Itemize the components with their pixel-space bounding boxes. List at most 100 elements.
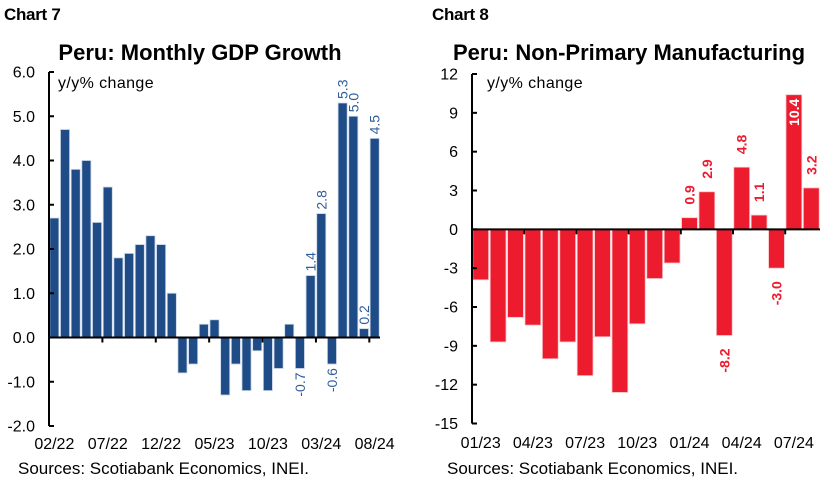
bar xyxy=(262,337,273,391)
bar xyxy=(284,323,295,338)
bar xyxy=(60,129,70,338)
x-tick-label: 07/22 xyxy=(88,436,128,453)
bar xyxy=(611,228,629,393)
bar xyxy=(802,187,820,230)
bar xyxy=(472,228,489,281)
data-label: 1.4 xyxy=(303,252,319,272)
bar xyxy=(92,222,102,338)
bar xyxy=(166,292,177,338)
bar xyxy=(49,217,60,338)
bar xyxy=(124,253,135,338)
data-label: 0.9 xyxy=(682,185,698,205)
bar xyxy=(252,337,263,352)
y-tick-label: -9 xyxy=(444,338,458,355)
y-tick-label: 0 xyxy=(449,222,458,239)
data-label: 4.8 xyxy=(734,135,750,155)
source-note: Sources: Scotiabank Economics, INEI. xyxy=(18,459,310,478)
bar xyxy=(230,337,241,365)
bar xyxy=(524,228,542,326)
y-tick-label: -12 xyxy=(435,377,458,394)
bar xyxy=(156,244,167,338)
data-label: 10.4 xyxy=(786,98,802,125)
bar xyxy=(316,213,327,338)
data-label: -3.0 xyxy=(769,281,785,305)
data-label: 5.3 xyxy=(335,79,351,99)
x-tick-label: 01/24 xyxy=(669,435,709,452)
bar xyxy=(594,228,611,338)
bar xyxy=(715,228,733,336)
bar xyxy=(681,217,698,230)
y-tick-label: 6.0 xyxy=(13,65,35,82)
source-note: Sources: Scotiabank Economics, INEI. xyxy=(447,459,739,478)
bar xyxy=(209,319,220,338)
bar xyxy=(507,228,524,318)
bar xyxy=(628,228,646,325)
x-tick-label: 04/24 xyxy=(722,435,762,452)
bar xyxy=(188,337,199,365)
data-label: 3.2 xyxy=(803,155,819,175)
x-tick-label: 04/23 xyxy=(513,435,553,452)
x-tick-label: 08/24 xyxy=(355,436,395,453)
data-label: 4.5 xyxy=(367,115,383,135)
bar xyxy=(145,235,156,338)
bar xyxy=(273,337,284,369)
bar xyxy=(327,337,337,365)
bar xyxy=(70,168,81,338)
data-label: 0.2 xyxy=(356,305,372,325)
bar xyxy=(576,228,594,377)
chart-number-label: Chart 8 xyxy=(432,5,489,24)
y-tick-label: 0.0 xyxy=(13,330,35,347)
data-label: 5.0 xyxy=(345,93,361,113)
y-tick-label: -2.0 xyxy=(7,419,35,436)
bar xyxy=(134,244,145,338)
chart-title: Peru: Non-Primary Manufacturing xyxy=(452,40,806,65)
x-tick-label: 07/23 xyxy=(565,435,605,452)
chart-7-panel: Chart 7 Peru: Monthly GDP Growth 6.0 5.0 4… xyxy=(4,5,395,478)
y-tick-label: 3 xyxy=(449,183,458,200)
y-tick-label: -1.0 xyxy=(7,374,35,391)
x-tick-label: 01/23 xyxy=(461,435,501,452)
bar xyxy=(177,337,188,374)
y-axis-unit-label: y/y% change xyxy=(487,75,584,92)
y-tick-label: -3 xyxy=(444,261,458,278)
x-tick-label: 03/24 xyxy=(301,436,341,453)
bar xyxy=(698,191,716,230)
bar xyxy=(768,228,785,269)
gdp-growth-bar-chart: 6.0 5.0 4.0 3.0 2.0 1.0 0.0 -1.0 -2.002/22 07/22 1… xyxy=(7,65,395,454)
x-tick-label: 05/23 xyxy=(194,436,234,453)
x-tick-label: 02/22 xyxy=(34,436,74,453)
bar xyxy=(305,275,316,338)
data-label: 2.8 xyxy=(313,190,329,210)
x-tick-label: 07/24 xyxy=(774,435,814,452)
y-tick-label: 6 xyxy=(449,144,458,161)
y-tick-label: 2.0 xyxy=(13,242,35,259)
x-tick-label: 12/22 xyxy=(141,436,181,453)
bar xyxy=(81,160,92,338)
y-tick-label: 5.0 xyxy=(13,109,35,126)
y-tick-label: -15 xyxy=(435,416,458,433)
y-tick-label: -6 xyxy=(444,300,458,317)
bar xyxy=(102,186,113,338)
y-tick-label: 4.0 xyxy=(13,153,35,170)
bar xyxy=(489,228,507,343)
y-axis-unit-label: y/y% change xyxy=(58,75,155,92)
y-tick-label: 12 xyxy=(440,67,458,84)
bar xyxy=(541,228,559,360)
bar xyxy=(559,228,577,343)
bar xyxy=(241,337,252,391)
bar xyxy=(359,328,369,338)
data-label: 1.1 xyxy=(751,182,767,202)
bar xyxy=(113,257,124,338)
chart-number-label: Chart 7 xyxy=(4,5,61,24)
bar xyxy=(337,102,348,338)
y-tick-label: 9 xyxy=(449,105,458,122)
chart-8-panel: Chart 8 Peru: Non-Primary Manufacturing … xyxy=(414,0,828,482)
bar xyxy=(198,323,209,338)
bar xyxy=(348,115,359,338)
data-label: -8.2 xyxy=(716,348,732,372)
y-tick-label: 1.0 xyxy=(13,286,35,303)
data-label: -0.7 xyxy=(292,372,308,396)
data-label: 2.9 xyxy=(699,159,715,179)
bar xyxy=(663,228,681,264)
